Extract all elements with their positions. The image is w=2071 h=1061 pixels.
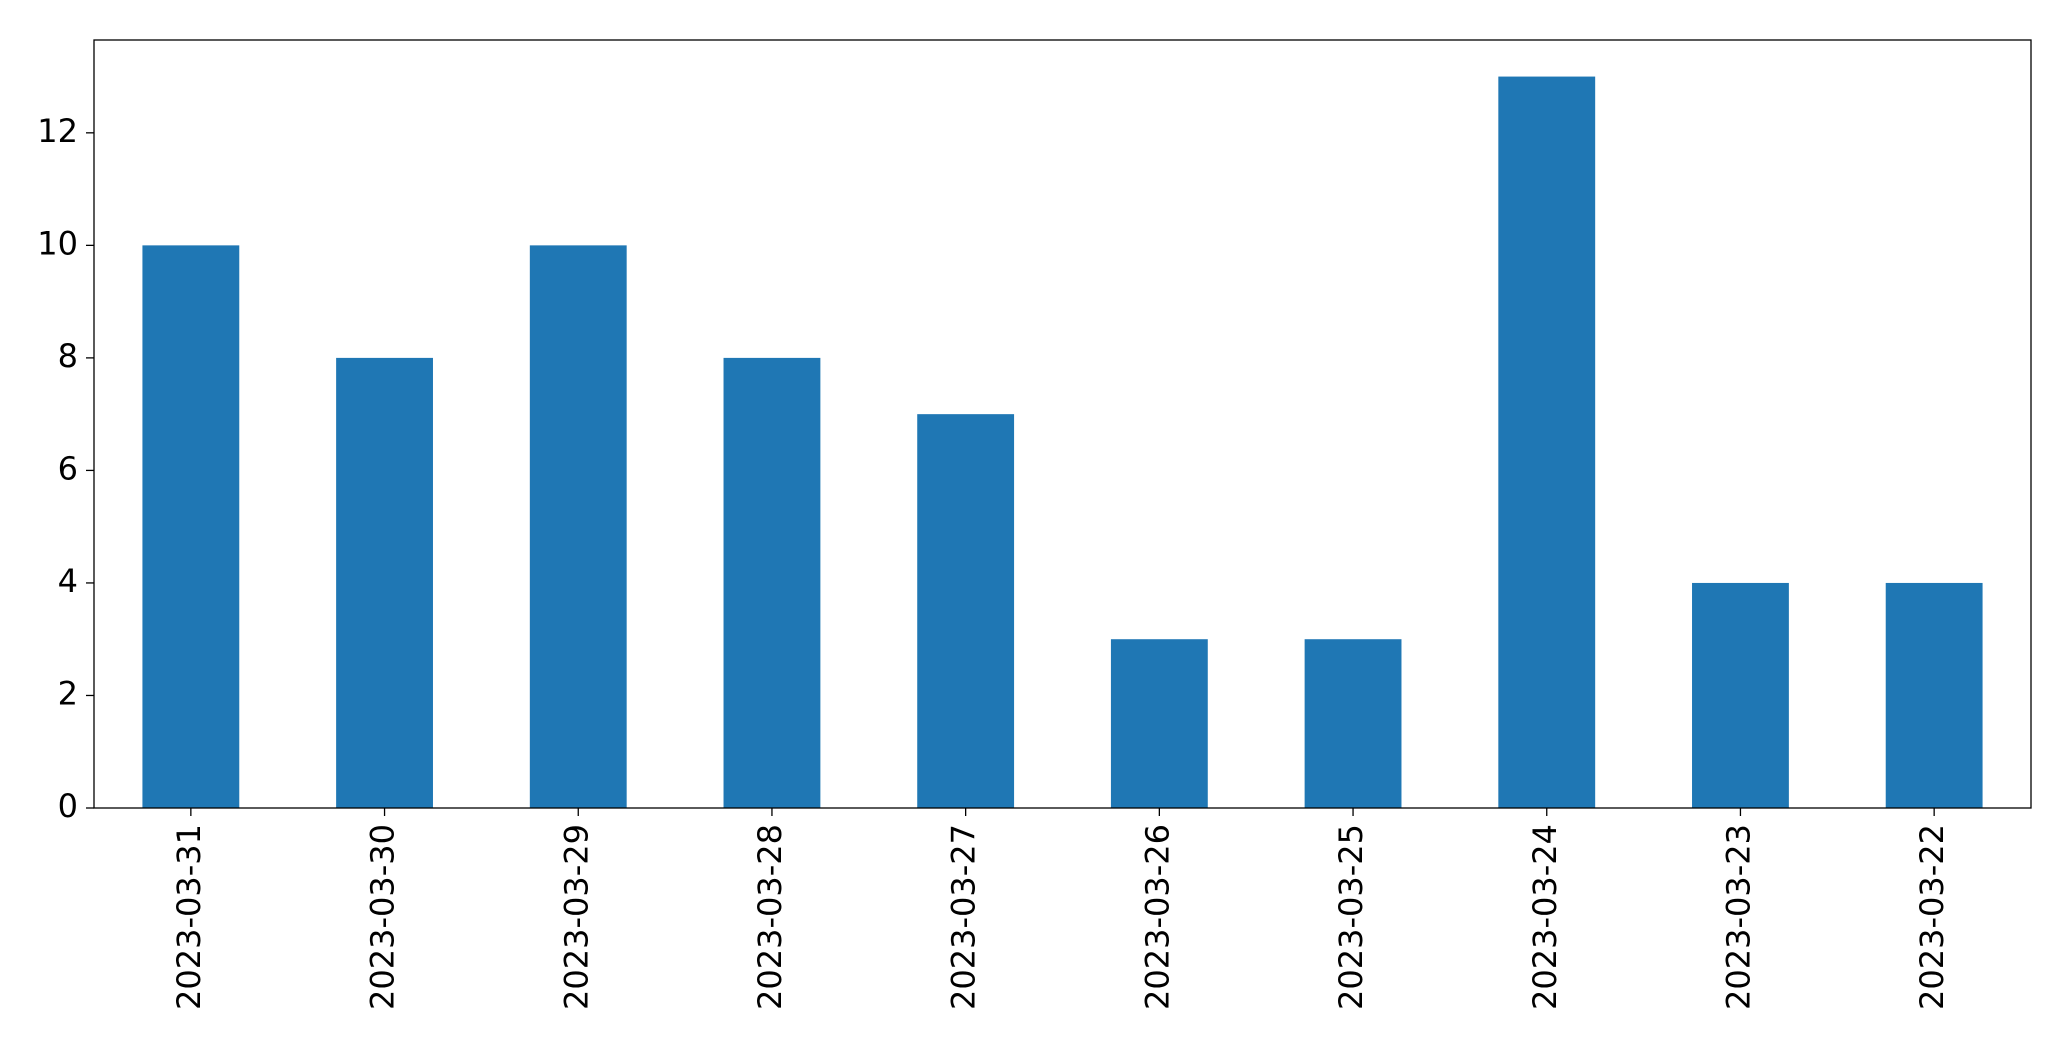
bar <box>336 357 433 808</box>
bar <box>917 414 1015 808</box>
x-tick-label: 2023-03-28 <box>751 824 789 1010</box>
bar <box>723 357 821 808</box>
x-tick-label: 2023-03-31 <box>170 824 208 1010</box>
x-tick-label: 2023-03-22 <box>1913 824 1951 1010</box>
plot-frame <box>93 39 2032 809</box>
y-tick-label: 0 <box>58 787 78 825</box>
x-tick-label: 2023-03-26 <box>1138 824 1176 1010</box>
y-tick-label: 2 <box>58 674 78 712</box>
x-tick-label: 2023-03-25 <box>1332 824 1370 1010</box>
x-tick-label: 2023-03-23 <box>1719 824 1757 1010</box>
y-tick-label: 8 <box>58 337 78 375</box>
y-tick-label: 10 <box>37 224 78 262</box>
y-tick-label: 4 <box>58 562 78 600</box>
bar <box>529 245 627 808</box>
y-tick-label: 6 <box>58 449 78 487</box>
bar <box>1885 582 1983 808</box>
bar <box>142 245 240 808</box>
bar <box>1692 582 1789 808</box>
x-tick-label: 2023-03-24 <box>1526 824 1564 1010</box>
x-tick-label: 2023-03-29 <box>557 824 595 1010</box>
bar <box>1498 76 1596 809</box>
x-tick-label: 2023-03-30 <box>364 824 402 1010</box>
y-tick-label: 12 <box>37 112 78 150</box>
bar <box>1110 639 1208 808</box>
bar <box>1304 639 1402 808</box>
x-tick-label: 2023-03-27 <box>945 824 983 1010</box>
